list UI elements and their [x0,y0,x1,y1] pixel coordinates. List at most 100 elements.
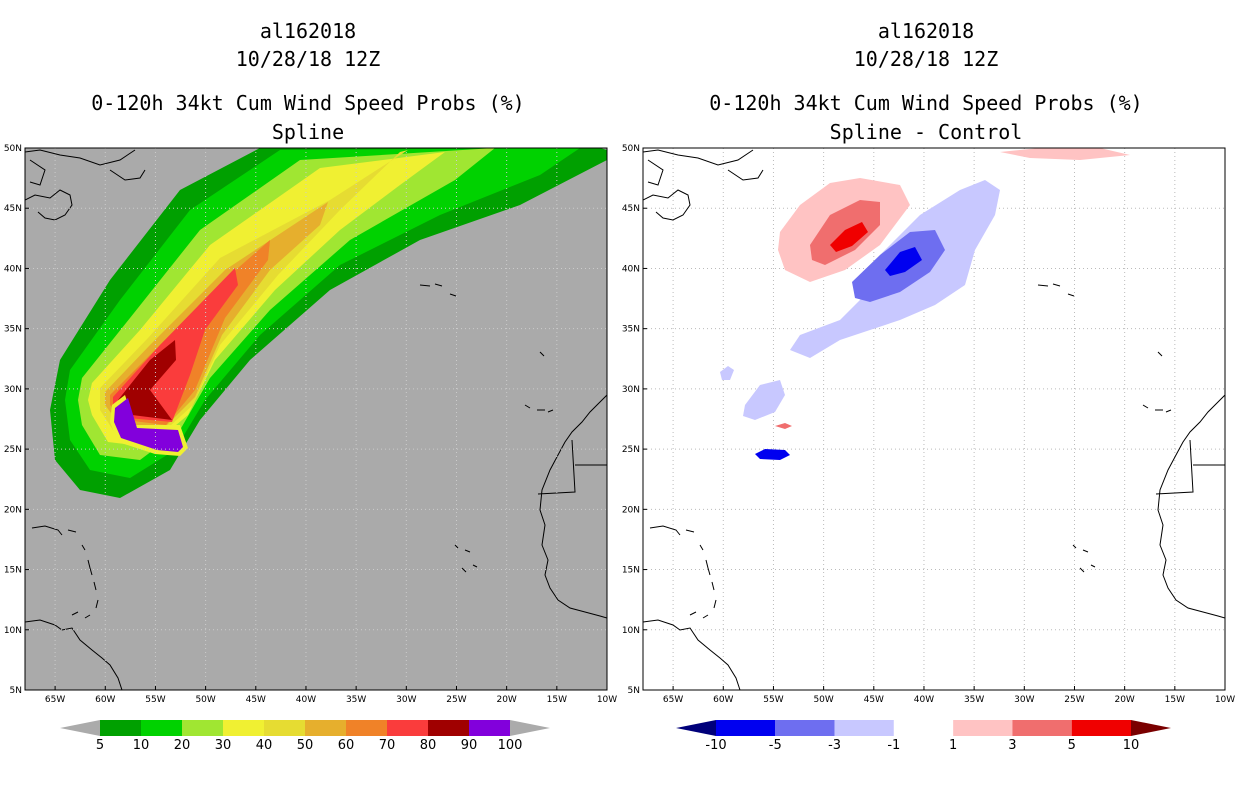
x-tick-label: 15W [547,695,567,705]
colorbar-label: 20 [174,738,191,753]
colorbar-left-arrow [60,720,100,736]
colorbar-label: -1 [887,738,900,753]
prob-contour-80 [118,340,176,420]
right-grid [643,148,1225,690]
colorbar-segment [775,720,835,736]
colorbar-label: 5 [96,738,104,753]
y-tick-label: 45N [622,204,640,214]
y-tick-label: 50N [4,144,22,154]
prob-contour-90 [114,398,183,452]
colorbar-label: -10 [705,738,726,753]
x-tick-label: 25W [1064,695,1084,705]
x-tick-label: 25W [446,695,466,705]
colorbar-label: -5 [769,738,782,753]
colorbar-segment [428,720,469,736]
diff-neg-light-south [743,380,785,420]
y-tick-label: 20N [4,505,22,515]
colorbar-label: 5 [1068,738,1076,753]
x-tick-label: 10W [597,695,617,705]
x-tick-label: 35W [964,695,984,705]
colorbar-segment [1071,720,1131,736]
x-tick-label: 30W [1014,695,1034,705]
colorbar-segment [387,720,428,736]
x-tick-label: 15W [1165,695,1185,705]
colorbar-label: 70 [379,738,396,753]
colorbar-label: 30 [215,738,232,753]
left-axis-ticks: 65W 60W 55W 50W 45W 40W 35W 30W 25W 20W 15W 10W 5N 10… [4,144,617,705]
x-tick-label: 45W [246,695,266,705]
colorbar-segment [346,720,387,736]
y-tick-label: 45N [4,204,22,214]
left-colorbar: 5 10 20 30 40 50 60 70 80 90 100 [60,720,550,753]
left-title-date: 10/28/18 12Z [236,47,381,71]
x-tick-label: 50W [813,695,833,705]
x-tick-label: 50W [195,695,215,705]
y-tick-label: 50N [622,144,640,154]
colorbar-label: 50 [297,738,314,753]
x-tick-label: 35W [346,695,366,705]
y-tick-label: 40N [4,264,22,274]
y-tick-label: 30N [4,385,22,395]
left-title-storm: al162018 [260,19,356,43]
right-panel: al162018 10/28/18 12Z 0-120h 34kt Cum Wi… [622,19,1235,753]
y-tick-label: 10N [622,626,640,636]
colorbar-label: 3 [1008,738,1016,753]
right-title-date: 10/28/18 12Z [854,47,999,71]
right-axis-ticks: 65W 60W 55W 50W 45W 40W 35W 30W 25W 20W 15W 10W 5N 10… [622,144,1235,705]
y-tick-label: 30N [622,385,640,395]
y-tick-label: 5N [628,686,640,696]
y-tick-label: 35N [4,325,22,335]
left-panel: al162018 10/28/18 12Z 0-120h 34kt Cum Wi… [4,19,617,753]
colorbar-segment [716,720,776,736]
x-tick-label: 65W [663,695,683,705]
colorbar-segment [100,720,141,736]
right-title-storm: al162018 [878,19,974,43]
colorbar-segment [469,720,510,736]
diff-pos-light-north [1000,148,1130,160]
x-tick-label: 10W [1215,695,1235,705]
colorbar-label: 80 [420,738,437,753]
right-map-frame [642,147,1226,691]
colorbar-label: 10 [133,738,150,753]
colorbar-segment [141,720,182,736]
y-tick-label: 25N [4,445,22,455]
right-colorbar: -10 -5 -3 -1 1 3 5 10 [676,720,1171,753]
x-tick-label: 45W [864,695,884,705]
colorbar-segment [953,720,1013,736]
y-tick-label: 15N [622,566,640,576]
x-tick-label: 40W [914,695,934,705]
x-tick-label: 65W [45,695,65,705]
x-tick-label: 55W [145,695,165,705]
y-tick-label: 5N [10,686,22,696]
colorbar-segment [893,720,954,736]
colorbar-segment [834,720,894,736]
x-tick-label: 60W [713,695,733,705]
colorbar-segment [1012,720,1072,736]
x-tick-label: 60W [95,695,115,705]
colorbar-right-arrow [510,720,550,736]
colorbar-segment [223,720,264,736]
diff-neg-light-dot [720,366,734,380]
left-title-method: Spline [272,120,344,144]
left-title-product: 0-120h 34kt Cum Wind Speed Probs (%) [91,91,524,115]
right-title-product: 0-120h 34kt Cum Wind Speed Probs (%) [709,91,1142,115]
x-tick-label: 30W [396,695,416,705]
x-tick-label: 55W [763,695,783,705]
colorbar-label: 100 [498,738,523,753]
right-difference-field [643,148,1225,690]
colorbar-segment [182,720,223,736]
y-tick-label: 40N [622,264,640,274]
y-tick-label: 25N [622,445,640,455]
colorbar-label: 1 [949,738,957,753]
y-tick-label: 15N [4,566,22,576]
diff-pos-strong-main [830,222,868,252]
y-tick-label: 20N [622,505,640,515]
colorbar-left-arrow [676,720,716,736]
colorbar-segment [264,720,305,736]
x-tick-label: 40W [296,695,316,705]
colorbar-label: 60 [338,738,355,753]
y-tick-label: 10N [4,626,22,636]
left-map-frame [24,147,608,691]
colorbar-label: -3 [828,738,841,753]
